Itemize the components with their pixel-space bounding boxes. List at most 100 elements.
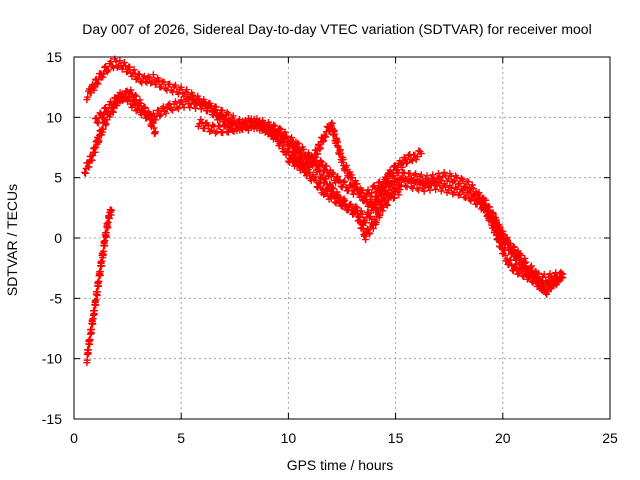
data-point xyxy=(284,145,292,153)
data-point xyxy=(86,336,94,344)
data-point xyxy=(456,179,464,187)
data-point xyxy=(194,96,202,104)
data-point xyxy=(299,162,307,170)
data-point xyxy=(339,155,347,163)
data-point xyxy=(201,101,209,109)
data-point xyxy=(102,229,110,237)
data-point xyxy=(535,276,543,284)
data-point xyxy=(382,181,390,189)
data-point xyxy=(403,158,411,166)
axis-ticks: 0 5 10 15 20 25 -15 -10 -5 0 5 10 15 xyxy=(42,49,618,446)
data-point xyxy=(130,97,138,105)
data-point xyxy=(417,171,425,179)
data-point xyxy=(482,207,490,215)
data-point xyxy=(406,177,414,185)
data-point xyxy=(108,206,116,214)
data-point xyxy=(371,217,379,225)
data-point xyxy=(136,96,144,104)
data-point xyxy=(114,98,122,106)
data-point xyxy=(384,201,391,209)
data-point xyxy=(118,65,126,73)
chart-title: Day 007 of 2026, Sidereal Day-to-day VTE… xyxy=(82,21,591,37)
data-point xyxy=(423,172,431,180)
data-point xyxy=(316,178,324,186)
data-point xyxy=(337,149,345,157)
x-tick-label: 15 xyxy=(388,430,404,446)
data-point xyxy=(294,156,302,164)
data-point xyxy=(247,123,255,131)
data-point xyxy=(397,181,405,189)
data-point xyxy=(265,130,273,138)
data-point xyxy=(90,86,98,94)
data-point xyxy=(99,125,107,133)
data-point xyxy=(223,118,231,126)
data-point xyxy=(372,218,380,226)
data-point xyxy=(166,80,174,88)
data-point xyxy=(503,236,511,244)
data-point xyxy=(510,246,518,254)
data-point xyxy=(204,107,212,115)
data-point xyxy=(197,105,205,113)
data-point xyxy=(142,77,150,85)
data-point xyxy=(110,100,118,108)
data-point xyxy=(329,170,337,178)
data-point xyxy=(332,179,340,187)
data-point xyxy=(492,225,500,233)
y-tick-label: 0 xyxy=(54,230,62,246)
data-point xyxy=(155,76,163,84)
data-point xyxy=(395,191,403,199)
data-point xyxy=(346,201,354,209)
x-tick-label: 10 xyxy=(281,430,297,446)
data-point xyxy=(118,96,126,104)
x-tick-label: 25 xyxy=(602,430,618,446)
data-point xyxy=(331,130,339,138)
data-point xyxy=(177,96,185,104)
data-point xyxy=(459,176,467,184)
data-point xyxy=(464,178,472,186)
data-point xyxy=(341,197,349,205)
data-point xyxy=(116,89,124,97)
data-point xyxy=(475,189,483,197)
y-tick-label: 10 xyxy=(46,109,62,125)
data-point xyxy=(285,140,293,148)
data-point xyxy=(540,271,548,279)
data-point xyxy=(311,173,319,181)
data-point xyxy=(412,170,420,178)
data-point xyxy=(335,177,343,185)
data-point xyxy=(429,177,437,185)
data-point xyxy=(151,116,159,124)
data-point xyxy=(454,191,462,199)
data-point xyxy=(256,117,264,125)
data-point xyxy=(499,230,507,238)
data-point xyxy=(113,99,121,107)
data-point xyxy=(127,86,135,94)
series-track-7 xyxy=(477,195,563,298)
data-point xyxy=(369,224,377,232)
data-point xyxy=(258,126,266,134)
series-track-5 xyxy=(194,115,425,210)
data-point xyxy=(183,95,191,103)
data-point xyxy=(449,190,457,198)
data-point xyxy=(288,134,296,142)
data-point xyxy=(423,179,431,187)
data-point xyxy=(330,192,338,200)
data-point xyxy=(322,133,330,141)
data-point xyxy=(157,83,165,91)
data-point xyxy=(389,169,397,177)
data-point xyxy=(120,59,128,67)
data-point xyxy=(159,103,167,111)
data-point xyxy=(374,197,382,205)
data-point xyxy=(290,144,298,152)
data-point xyxy=(183,86,191,94)
data-point xyxy=(200,125,208,133)
data-point xyxy=(402,159,410,167)
data-point xyxy=(393,167,401,175)
data-point xyxy=(328,183,336,191)
data-point xyxy=(167,105,175,113)
data-point xyxy=(394,166,402,174)
data-point xyxy=(135,102,143,110)
data-point xyxy=(347,201,355,209)
data-point xyxy=(171,81,179,89)
data-point xyxy=(81,169,89,177)
